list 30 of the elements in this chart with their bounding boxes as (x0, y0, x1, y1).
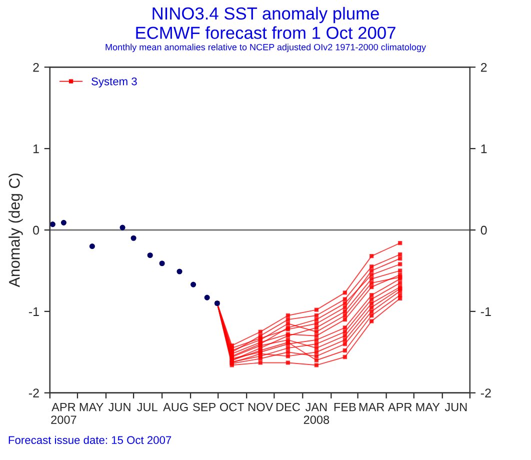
x-tick-label: FEB (334, 402, 356, 412)
y-tick-label: -2 (28, 388, 39, 398)
y-axis-title: Anomaly (deg C) (8, 174, 23, 288)
x-tick-label: JUL (137, 402, 158, 412)
y-tick-label: 1 (34, 144, 39, 154)
x-tick-label: OCT (220, 402, 244, 412)
y2-tick-label: -1 (480, 307, 491, 316)
x-tick-label: NOV (248, 402, 274, 412)
y-tick-label: 2 (33, 62, 39, 72)
x-tick-label: DEC (276, 402, 300, 412)
y2-tick-label: 1 (481, 144, 487, 154)
y-tick-label: -1 (28, 307, 39, 316)
x-tick-label: SEP (193, 402, 216, 412)
y2-tick-label: 2 (480, 62, 487, 72)
x-tick-label: JUN (108, 402, 130, 412)
x-tick-label: AUG (163, 402, 188, 412)
y2-tick-label: -2 (480, 388, 491, 398)
x-tick-label: MAY (80, 402, 104, 412)
x-tick-label: APR 2007 (51, 402, 76, 424)
x-tick-label: JAN 2008 (304, 402, 330, 424)
x-tick-label: JUN (444, 402, 467, 412)
x-tick-label: APR (388, 402, 412, 412)
legend-label: System 3 (92, 77, 137, 88)
y2-tick-label: 0 (480, 226, 487, 235)
chart-subtitle: Monthly mean anomalies relative to NCEP adjusted OIv2 1971-2000 climatology (106, 44, 426, 52)
chart-title: NINO3.4 SST anomaly plume ECMWF forecast from 1 Oct 2007 (136, 6, 396, 39)
x-tick-label: MAR (359, 402, 384, 412)
text: Forecast issue date: 15 Oct 2007 (8, 436, 172, 444)
y-tick-label: 0 (33, 226, 40, 235)
x-tick-label: MAY (416, 402, 440, 412)
